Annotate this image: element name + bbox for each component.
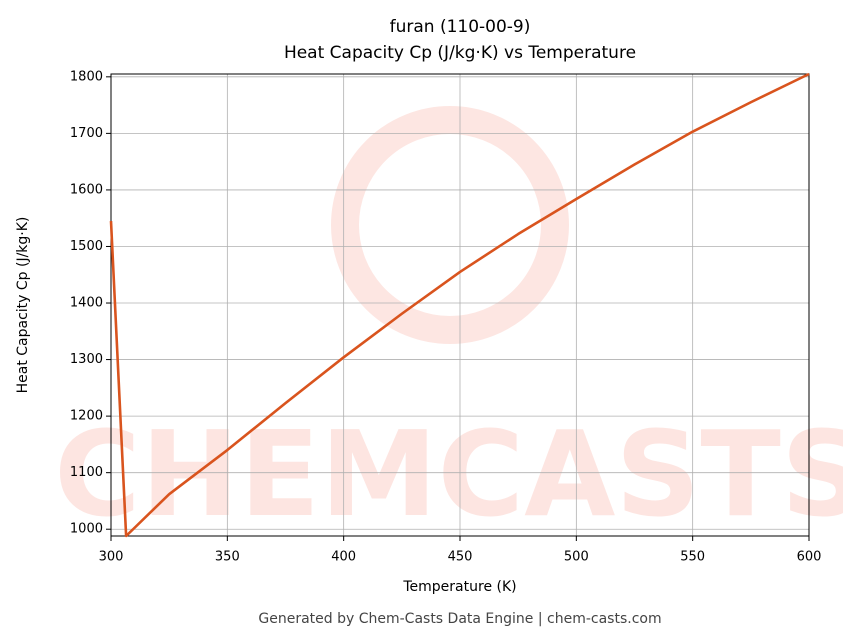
x-tick-label: 400: [331, 550, 356, 565]
x-tick-label: 300: [99, 550, 124, 565]
x-axis-label: Temperature (K): [402, 579, 516, 595]
y-tick-label: 1000: [70, 522, 103, 537]
footer: Generated by Chem-Casts Data Engine | ch…: [258, 611, 661, 627]
y-tick-label: 1100: [70, 465, 103, 480]
y-tick-label: 1500: [70, 239, 103, 254]
chart-title: furan (110-00-9): [390, 17, 531, 37]
y-tick-label: 1400: [70, 296, 103, 311]
data-line: [109, 72, 810, 538]
watermark-logo: [331, 106, 569, 344]
y-tick-label: 1600: [70, 182, 103, 197]
y-tick-label: 1700: [70, 126, 103, 141]
watermark: CHEMCASTS: [54, 405, 843, 543]
y-axis-label: Heat Capacity Cp (J/kg·K): [15, 217, 31, 394]
y-tick-label: 1800: [70, 69, 103, 84]
y-tick-label: 1300: [70, 352, 103, 367]
x-tick-label: 350: [215, 550, 240, 565]
chart-subtitle: Heat Capacity Cp (J/kg·K) vs Temperature: [284, 43, 636, 63]
y-tick-label: 1200: [70, 409, 103, 424]
x-tick-label: 550: [680, 550, 705, 565]
plot-frame: [110, 73, 810, 537]
x-tick-label: 500: [564, 550, 589, 565]
x-tick-label: 450: [448, 550, 473, 565]
x-tick-label: 600: [797, 550, 822, 565]
